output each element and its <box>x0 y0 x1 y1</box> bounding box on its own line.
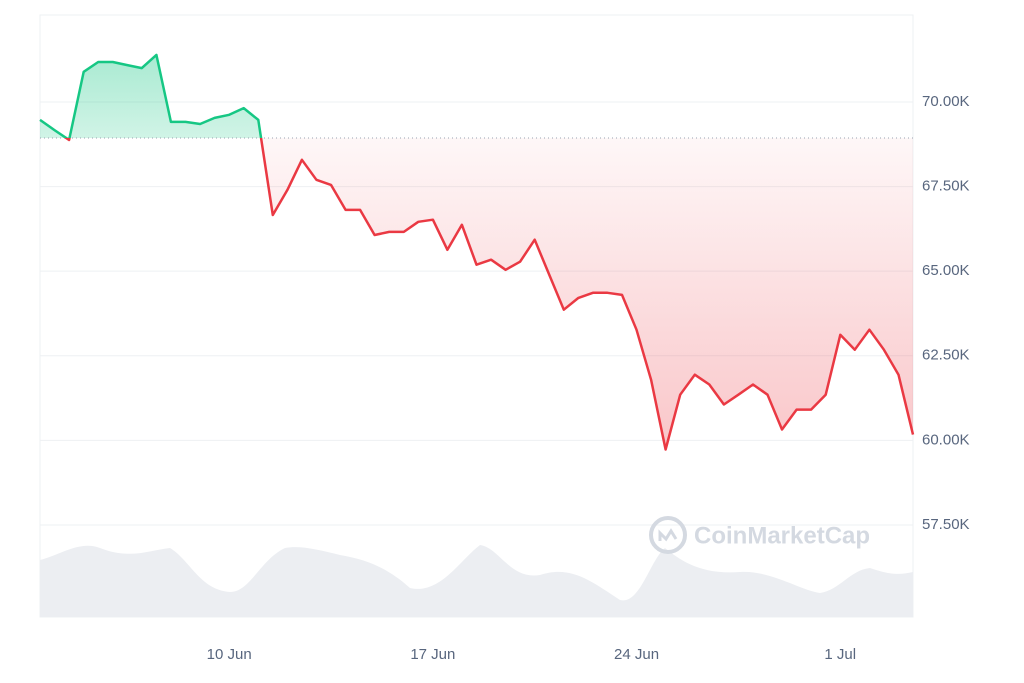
y-tick-label: 65.00K <box>922 262 970 279</box>
x-tick-label: 17 Jun <box>410 646 455 663</box>
y-tick-label: 60.00K <box>922 431 970 448</box>
x-tick-label: 10 Jun <box>207 646 252 663</box>
volume-area <box>40 545 913 617</box>
x-tick-label: 1 Jul <box>824 646 856 663</box>
x-tick-label: 24 Jun <box>614 646 659 663</box>
y-tick-label: 67.50K <box>922 178 970 195</box>
price-line <box>39 53 915 451</box>
y-tick-label: 57.50K <box>922 516 970 533</box>
watermark: CoinMarketCap <box>694 522 870 549</box>
price-area <box>40 54 913 450</box>
y-tick-label: 62.50K <box>922 347 970 364</box>
y-tick-label: 70.00K <box>922 93 970 110</box>
watermark-logo <box>649 516 687 554</box>
